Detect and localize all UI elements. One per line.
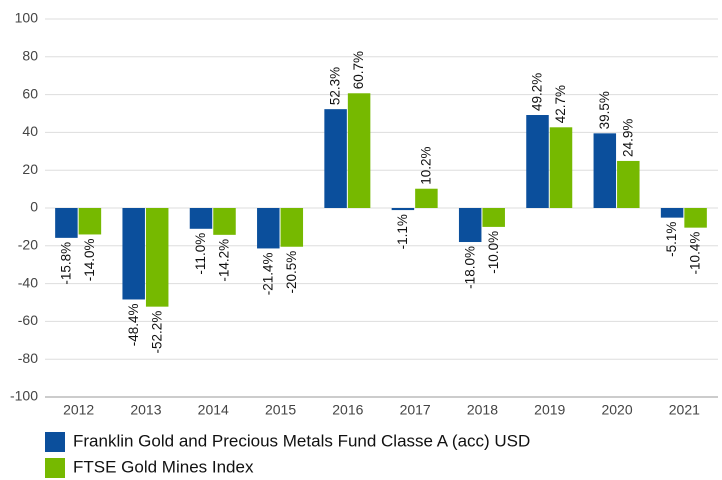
bar	[189, 208, 213, 229]
value-label: -18.0%	[462, 246, 477, 289]
bar	[280, 208, 304, 247]
y-tick-label: -60	[18, 312, 38, 328]
legend-label: Franklin Gold and Precious Metals Fund C…	[73, 431, 530, 450]
bar	[257, 208, 280, 249]
bar	[122, 208, 145, 300]
x-tick-label: 2015	[265, 402, 296, 418]
x-tick-label: 2021	[669, 402, 700, 418]
x-tick-label: 2016	[332, 402, 363, 418]
legend-label: FTSE Gold Mines Index	[73, 457, 254, 476]
y-tick-label: 0	[30, 199, 38, 215]
value-label: -1.1%	[395, 214, 410, 249]
y-tick-label: 60	[22, 85, 38, 101]
value-label: -5.1%	[664, 222, 679, 257]
bar	[617, 160, 640, 208]
y-tick-label: 80	[22, 48, 38, 64]
value-label: 42.7%	[553, 85, 568, 123]
bar	[55, 208, 78, 238]
x-tick-label: 2020	[601, 402, 632, 418]
bar	[347, 93, 371, 208]
bar	[415, 188, 438, 208]
x-tick-label: 2014	[198, 402, 229, 418]
y-tick-label: -100	[10, 388, 38, 404]
bar	[391, 208, 415, 211]
y-tick-label: 40	[22, 123, 38, 139]
x-tick-label: 2017	[400, 402, 431, 418]
bar	[593, 133, 617, 208]
y-tick-label: 20	[22, 161, 38, 177]
bar	[482, 208, 505, 227]
value-label: 49.2%	[530, 73, 545, 111]
x-tick-label: 2013	[130, 402, 161, 418]
value-label: -21.4%	[260, 252, 275, 295]
value-label: -48.4%	[126, 303, 141, 346]
value-label: -20.5%	[284, 251, 299, 294]
value-label: -14.2%	[217, 239, 232, 282]
x-tick-label: 2018	[467, 402, 498, 418]
bar	[549, 127, 573, 208]
x-tick-label: 2012	[63, 402, 94, 418]
value-label: 10.2%	[418, 146, 433, 184]
value-label: -10.0%	[486, 231, 501, 274]
x-tick-label: 2019	[534, 402, 565, 418]
bar	[145, 208, 169, 307]
y-tick-label: -20	[18, 237, 38, 253]
legend-swatch	[45, 432, 65, 452]
value-label: -52.2%	[149, 311, 164, 354]
y-tick-label: -80	[18, 350, 38, 366]
bar	[324, 109, 347, 208]
value-label: -10.4%	[688, 232, 703, 275]
bar	[458, 208, 482, 243]
bar	[684, 208, 707, 228]
bar	[526, 115, 549, 208]
value-label: 52.3%	[328, 67, 343, 105]
bar	[213, 208, 236, 235]
value-label: -15.8%	[58, 242, 73, 285]
value-label: 24.9%	[620, 119, 635, 157]
value-label: 60.7%	[351, 51, 366, 89]
value-label: -14.0%	[82, 238, 97, 281]
legend-swatch	[45, 458, 65, 478]
bar	[660, 208, 684, 218]
y-tick-label: -40	[18, 274, 38, 290]
bar	[78, 208, 102, 235]
y-tick-label: 100	[15, 10, 39, 26]
value-label: 39.5%	[597, 91, 612, 129]
value-label: -11.0%	[193, 233, 208, 275]
